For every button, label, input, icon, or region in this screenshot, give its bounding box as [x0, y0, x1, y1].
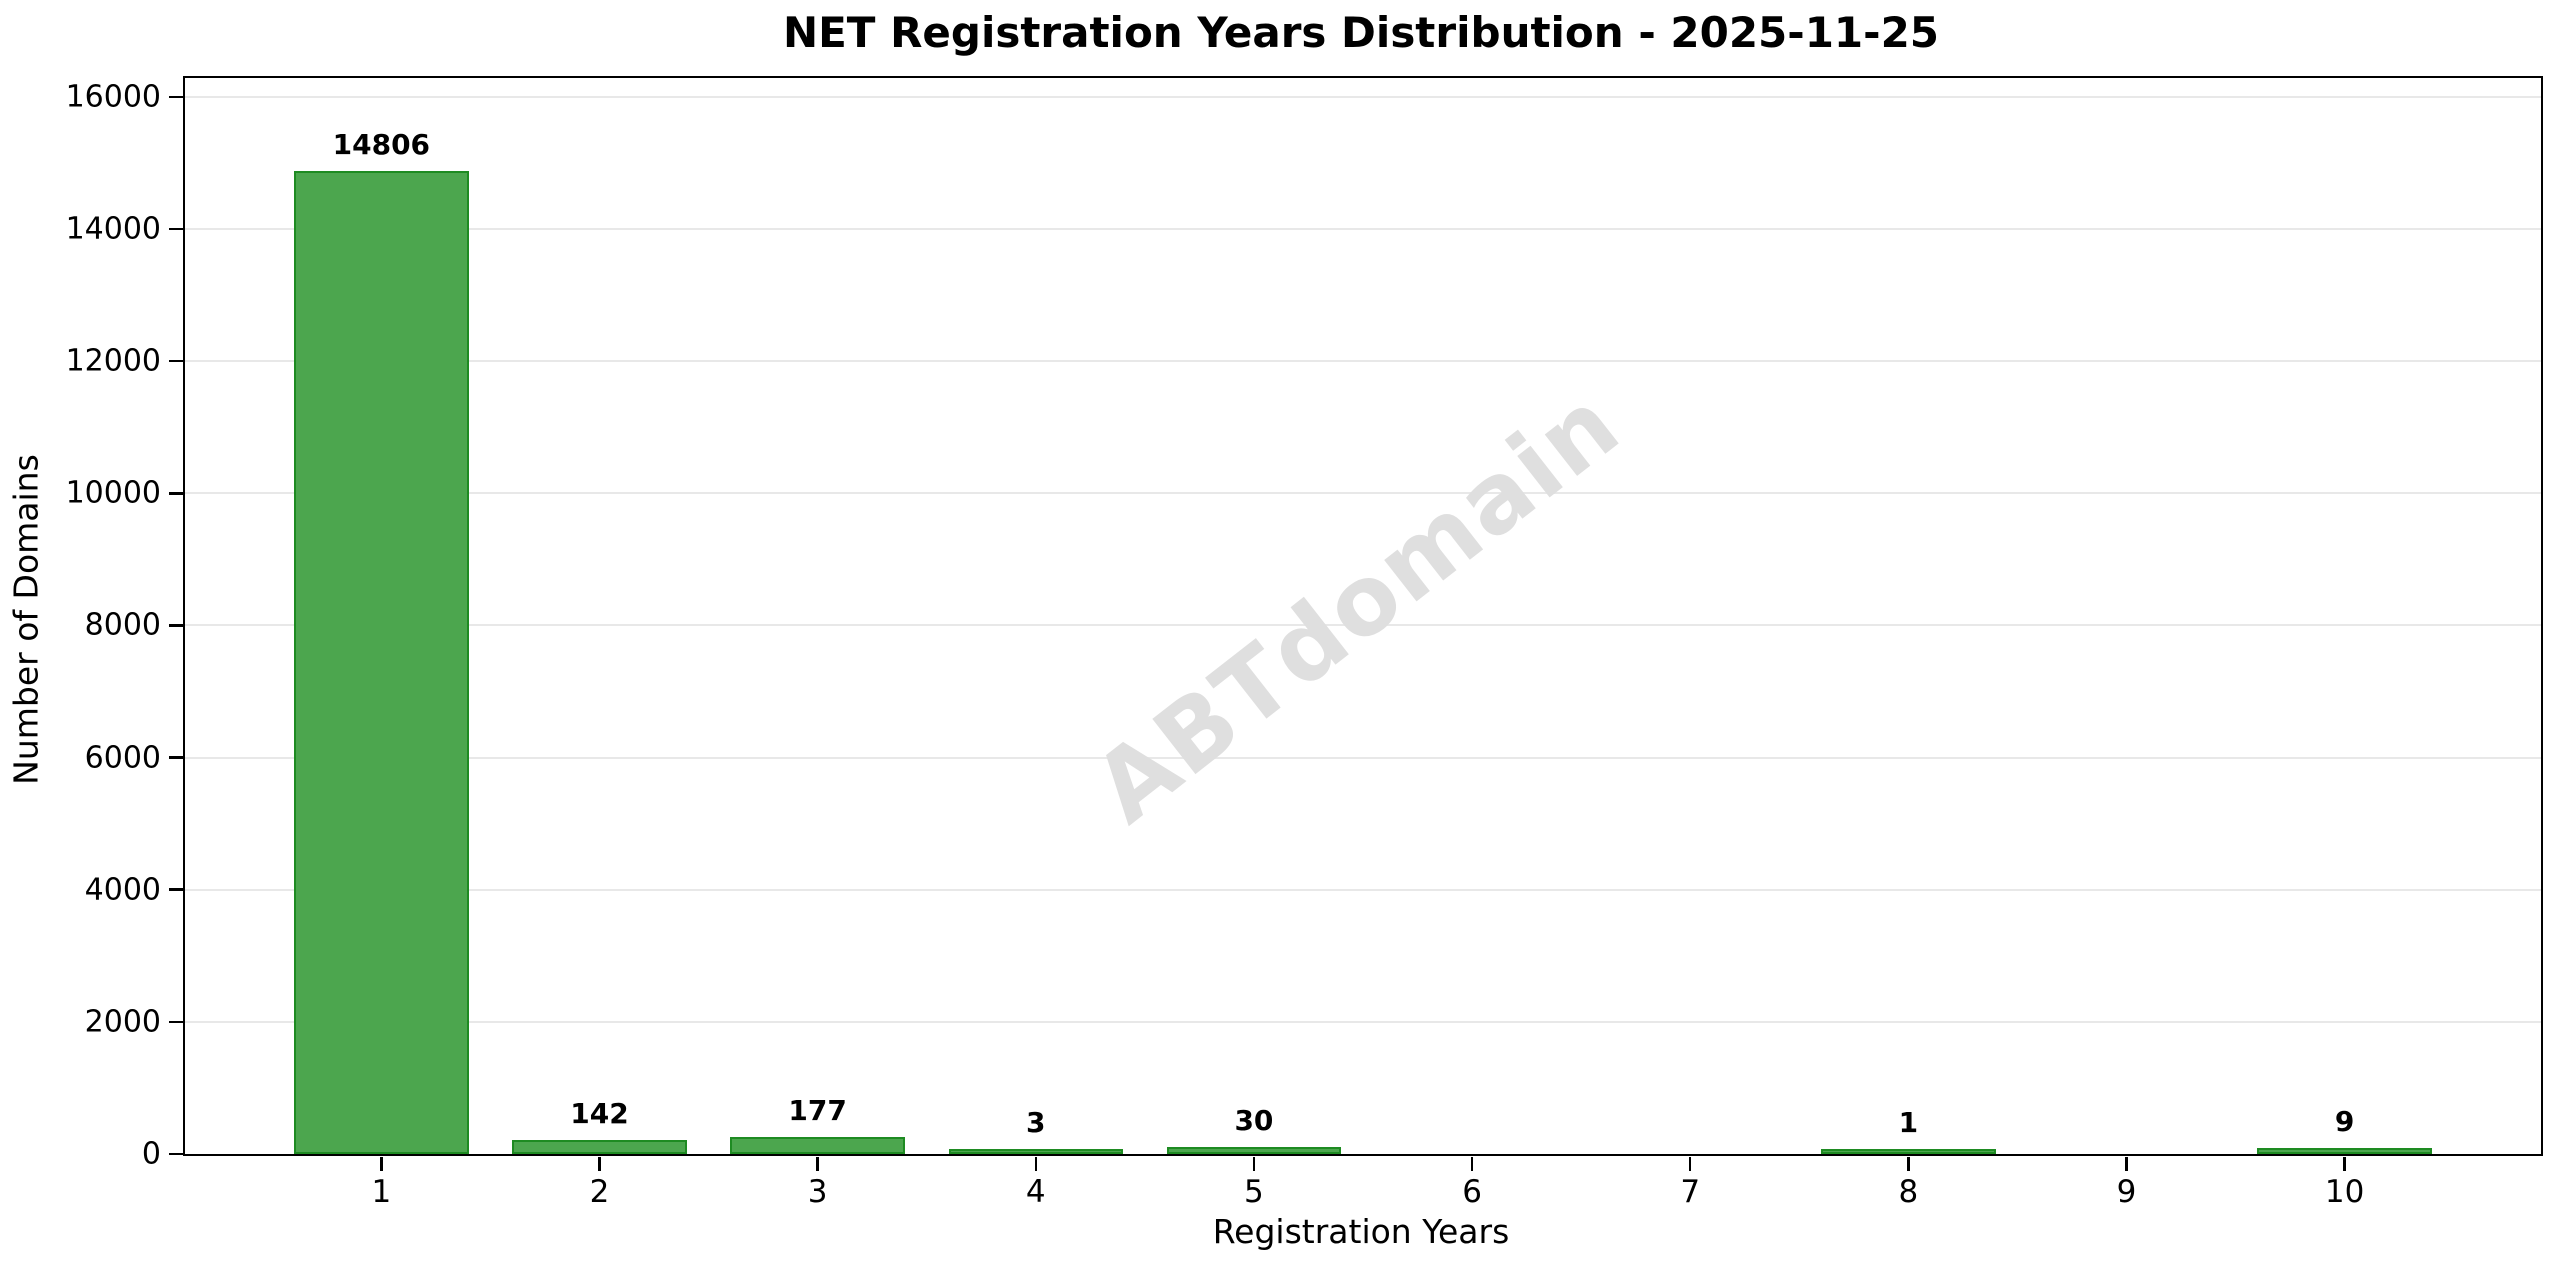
x-tick: [598, 1156, 601, 1171]
watermark-text: ABTdomain: [1073, 367, 1641, 845]
x-tick-label-7: 7: [1680, 1174, 1701, 1210]
gridline: [185, 624, 2541, 627]
chart-title: NET Registration Years Distribution - 20…: [782, 8, 1940, 57]
x-tick: [816, 1156, 819, 1171]
x-tick: [1688, 1156, 1692, 1171]
x-tick-label-1: 1: [371, 1174, 392, 1210]
y-tick-label: 8000: [84, 607, 161, 643]
x-tick: [1034, 1156, 1038, 1171]
bar-value-label-1: 14806: [332, 127, 431, 161]
gridline: [185, 228, 2541, 231]
y-tick: [168, 359, 183, 363]
x-tick: [1252, 1156, 1256, 1171]
x-tick-label-3: 3: [807, 1174, 828, 1210]
y-tick-label: 0: [141, 1136, 161, 1172]
gridline: [185, 360, 2541, 363]
bar-value-label-8: 1: [1898, 1105, 1919, 1139]
x-tick: [1470, 1156, 1474, 1171]
gridline: [185, 756, 2541, 759]
x-tick-label-10: 10: [2324, 1174, 2365, 1210]
bar-year-3: [730, 1137, 905, 1154]
gridline: [185, 95, 2541, 98]
x-tick-label-2: 2: [589, 1174, 610, 1210]
x-tick-label-4: 4: [1025, 1174, 1046, 1210]
gridline: [185, 492, 2541, 495]
bar-value-label-10: 9: [2334, 1105, 2355, 1139]
gridline: [185, 1020, 2541, 1023]
y-tick-label: 16000: [65, 79, 161, 115]
bar-value-label-3: 177: [788, 1094, 847, 1128]
y-axis-label: Number of Domains: [6, 454, 46, 785]
y-tick: [168, 1152, 183, 1156]
y-tick-label: 4000: [84, 872, 161, 908]
bar-value-label-2: 142: [570, 1096, 629, 1130]
plot-area: ABTdomain 0 2000 4000 6000 8000 10000 12000 140…: [66, 76, 2543, 1210]
bar-value-label-4: 3: [1026, 1105, 1046, 1139]
y-tick: [168, 624, 183, 627]
y-tick-label: 6000: [84, 740, 161, 776]
x-tick-label-8: 8: [1898, 1174, 1919, 1210]
x-tick: [1907, 1156, 1910, 1171]
bar-year-2: [512, 1139, 687, 1154]
bar-year-1: [294, 170, 469, 1154]
bar-year-8: [1821, 1148, 1996, 1154]
x-tick-label-5: 5: [1244, 1174, 1264, 1210]
y-tick: [168, 227, 183, 231]
bar-year-4: [948, 1148, 1124, 1154]
y-tick-label: 14000: [65, 211, 161, 247]
y-tick: [168, 492, 183, 495]
bar-year-5: [1166, 1147, 1342, 1154]
y-tick: [168, 756, 183, 759]
y-tick: [168, 95, 183, 99]
gridline: [185, 888, 2541, 891]
y-tick-label: 10000: [65, 475, 161, 511]
x-tick: [2343, 1156, 2346, 1171]
x-tick: [2125, 1156, 2128, 1171]
x-tick: [380, 1156, 383, 1171]
x-tick-label-9: 9: [2116, 1174, 2137, 1210]
y-tick: [168, 888, 183, 891]
y-tick: [168, 1020, 183, 1024]
bar-value-label-5: 30: [1234, 1104, 1274, 1138]
y-tick-label: 12000: [65, 343, 161, 379]
x-tick-label-6: 6: [1462, 1174, 1482, 1210]
bar-year-10: [2257, 1148, 2432, 1154]
x-axis-label: Registration Years: [1212, 1212, 1510, 1251]
y-tick-label: 2000: [84, 1004, 161, 1040]
